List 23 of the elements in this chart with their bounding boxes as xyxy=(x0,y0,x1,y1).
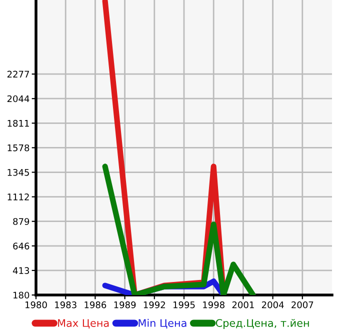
y-tick-label: 1811 xyxy=(8,120,29,127)
x-tick-label: 1992 xyxy=(144,301,165,308)
x-tick-label: 2001 xyxy=(232,301,254,308)
x-tick-label: 1980 xyxy=(26,301,47,308)
y-tick-label: 879 xyxy=(13,218,30,225)
y-tick-label: 1112 xyxy=(8,194,29,200)
y-tick-label: 413 xyxy=(12,267,30,274)
y-tick-label: 2277 xyxy=(7,70,29,78)
x-tick-label: 1983 xyxy=(55,301,76,308)
y-tick-label: 1345 xyxy=(8,168,29,176)
x-tick-label: 2004 xyxy=(262,301,284,308)
x-tick-label: 1989 xyxy=(114,301,136,308)
y-tick-label: 2044 xyxy=(7,95,30,102)
legend-label: Min Цена xyxy=(138,318,186,328)
y-tick-label: 646 xyxy=(13,242,30,250)
x-tick-label: 1995 xyxy=(174,301,195,308)
x-tick-label: 1998 xyxy=(203,301,224,308)
y-tick-label: 1578 xyxy=(8,144,30,152)
x-tick-label: 1986 xyxy=(84,301,106,308)
legend-label: Max Цена xyxy=(58,319,109,328)
x-tick-label: 2007 xyxy=(292,301,314,308)
y-tick-label: 180 xyxy=(14,292,30,299)
legend-label: Сред.Цена, т.йен xyxy=(216,318,309,329)
